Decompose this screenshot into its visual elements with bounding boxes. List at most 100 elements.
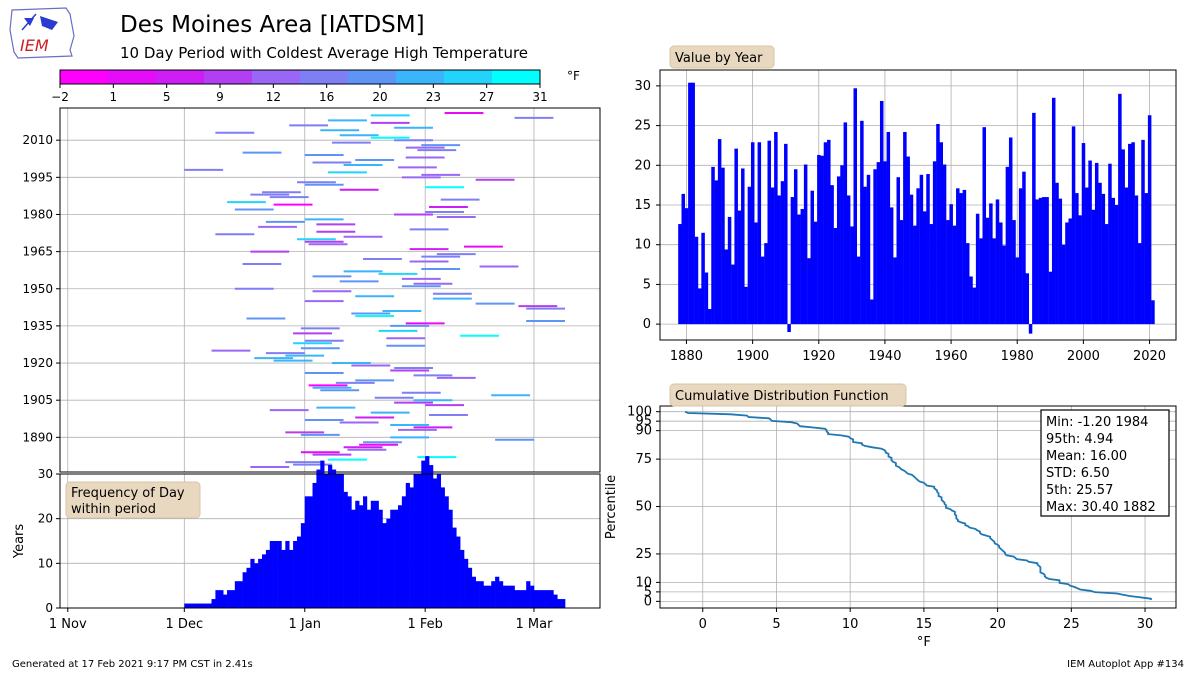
value-by-year-bar <box>1018 188 1023 325</box>
value-by-year-bar <box>969 276 973 325</box>
colorbar-swatch <box>252 70 301 84</box>
frequency-bar <box>421 460 426 608</box>
period-map-ytick-label: 1950 <box>22 282 53 296</box>
frequency-bar <box>312 482 317 608</box>
value-by-year-bar <box>1035 199 1039 325</box>
frequency-ytick-label: 20 <box>38 512 53 526</box>
value-by-year-bar <box>737 210 742 325</box>
colorbar-tick-label: 16 <box>319 90 334 104</box>
frequency-bar <box>281 549 286 608</box>
frequency-bar <box>397 505 403 608</box>
period-map-ytick-label: 1920 <box>22 356 53 370</box>
value-by-year-bar <box>1111 197 1116 325</box>
frequency-bar <box>561 599 566 608</box>
cdf-stats-line: STD: 6.50 <box>1046 466 1110 481</box>
period-map-ytick-label: 1905 <box>22 393 53 407</box>
frequency-bar <box>510 585 515 608</box>
frequency-bar <box>328 465 333 608</box>
value-by-year-bar <box>777 195 781 325</box>
frequency-bar <box>273 541 278 608</box>
value-by-year-bar <box>827 139 831 325</box>
frequency-bar <box>557 599 562 608</box>
cdf-ytick-label: 5 <box>644 585 652 600</box>
frequency-bar <box>254 563 259 608</box>
value-by-year-bar <box>1005 166 1010 325</box>
frequency-bar <box>378 509 383 608</box>
frequency-label-box <box>65 481 201 519</box>
value-by-year-bar <box>929 224 934 325</box>
frequency-bar <box>304 496 309 608</box>
colorbar-tick-label: −2 <box>51 90 69 104</box>
value-by-year-bar <box>946 220 950 325</box>
value-by-year-bar <box>1088 160 1092 325</box>
colorbar-tick-label: 31 <box>532 90 547 104</box>
frequency-bar <box>195 603 201 608</box>
frequency-bar <box>230 590 236 608</box>
value-by-year-bar <box>836 176 841 325</box>
frequency-bar <box>456 536 461 608</box>
frequency-bar <box>386 518 391 608</box>
frequency-bar <box>545 590 550 608</box>
value-by-year-bar <box>922 211 927 325</box>
value-by-year-bar <box>721 167 725 325</box>
cdf-ytick-label: 25 <box>635 547 652 562</box>
value-by-year-bar <box>1078 215 1082 325</box>
value-by-year-ytick-label: 20 <box>634 158 651 173</box>
frequency-bar <box>370 500 375 608</box>
value-by-year-bar <box>1065 222 1069 325</box>
frequency-bar <box>479 581 484 608</box>
period-map-ytick-label: 2010 <box>22 133 53 147</box>
value-by-year-bar <box>1081 143 1086 325</box>
value-by-year-bar <box>1012 220 1016 325</box>
value-by-year-bar <box>972 287 977 325</box>
value-by-year-bar <box>1055 182 1059 325</box>
value-by-year-bar <box>780 181 785 325</box>
value-by-year-bar <box>1068 218 1073 325</box>
value-by-year-bar <box>694 236 699 325</box>
value-by-year-bar <box>793 169 798 325</box>
colorbar-swatch <box>492 70 541 84</box>
value-by-year-bar <box>949 204 953 325</box>
period-map-ytick-label: 1890 <box>22 430 53 444</box>
value-by-year-bar <box>747 186 752 325</box>
value-by-year-ytick-label: 0 <box>643 317 651 332</box>
frequency-ylabel: Years <box>12 524 27 560</box>
frequency-bar <box>262 554 267 608</box>
value-by-year-bar <box>764 243 768 325</box>
frequency-bar <box>530 585 535 608</box>
frequency-bar <box>405 482 410 608</box>
frequency-bar <box>483 585 488 608</box>
value-by-year-bar <box>711 166 715 325</box>
cdf-ytick-label: 90 <box>635 424 652 439</box>
frequency-bar <box>355 500 360 608</box>
frequency-bar <box>285 541 290 608</box>
cdf-xtick-label: 10 <box>842 617 859 632</box>
frequency-bar <box>359 505 364 608</box>
value-by-year-bar <box>1085 187 1089 325</box>
colorbar: −2 1 5 9 12 16 20 23 27 31 °F <box>51 69 580 104</box>
frequency-bar <box>277 541 282 608</box>
colorbar-swatch <box>60 70 109 84</box>
value-by-year-bar <box>750 142 755 325</box>
value-by-year-bar <box>975 213 980 325</box>
value-by-year-ytick-label: 30 <box>634 79 651 94</box>
frequency-bar <box>188 603 193 608</box>
value-by-year-bar <box>1025 273 1030 325</box>
frequency-bar <box>308 496 313 608</box>
frequency-bar <box>464 558 469 608</box>
value-by-year-frame <box>659 69 1177 341</box>
value-by-year-bar <box>999 222 1003 325</box>
period-map-panel: 1890 1905 1920 1935 1950 1965 1980 1995 2010 <box>22 107 601 473</box>
frequency-bar <box>533 590 539 608</box>
value-by-year-bar <box>688 82 692 325</box>
value-by-year-bar <box>787 324 791 333</box>
frequency-bar <box>331 469 337 608</box>
value-by-year-bar <box>1124 187 1129 325</box>
value-by-year-bar <box>956 188 960 325</box>
frequency-bar <box>390 509 395 608</box>
value-by-year-bar <box>1091 209 1096 325</box>
value-by-year-bar <box>701 232 705 325</box>
frequency-bar <box>514 590 519 608</box>
value-by-year-bar <box>698 288 702 325</box>
value-by-year-bar <box>879 100 884 325</box>
